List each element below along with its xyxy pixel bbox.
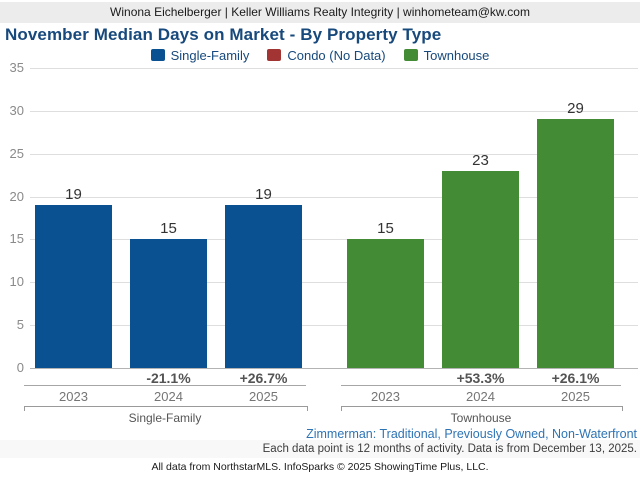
x-axis-year-label: 2024: [154, 389, 183, 404]
legend-swatch-icon: [403, 49, 418, 61]
y-gridline: [30, 197, 638, 198]
y-axis-tick-label: 5: [16, 317, 24, 332]
x-axis-year-label: 2025: [249, 389, 278, 404]
data-note-text: Each data point is 12 months of activity…: [262, 443, 637, 455]
bar-value-label: 19: [65, 186, 82, 204]
legend-item-single-family[interactable]: Single-Family: [150, 47, 250, 63]
x-axis-year-label: 2025: [561, 389, 590, 404]
pct-change-label: +26.7%: [239, 370, 288, 386]
y-axis-tick-label: 0: [16, 360, 24, 375]
bar-townhouse-2025[interactable]: [537, 119, 614, 368]
group-separator-line: [341, 385, 621, 386]
bar-single-family-2025[interactable]: [225, 205, 302, 368]
legend-swatch-icon: [150, 49, 165, 61]
x-axis-year-label: 2024: [466, 389, 495, 404]
bar-single-family-2024[interactable]: [130, 239, 207, 368]
bar-townhouse-2023[interactable]: [347, 239, 424, 368]
x-axis-year-label: 2023: [59, 389, 88, 404]
contact-header: Winona Eichelberger | Keller Williams Re…: [0, 2, 640, 23]
legend-label: Townhouse: [423, 47, 490, 63]
bar-value-label: 29: [567, 100, 584, 118]
y-gridline: [30, 154, 638, 155]
chart-title: November Median Days on Market - By Prop…: [5, 25, 442, 44]
group-bracket: [341, 406, 623, 411]
y-gridline: [30, 239, 638, 240]
bar-value-label: 23: [472, 151, 489, 169]
group-bracket: [24, 406, 308, 411]
legend: Single-Family Condo (No Data) Townhouse: [0, 46, 640, 64]
y-axis-tick-label: 20: [9, 189, 24, 204]
y-gridline: [30, 111, 638, 112]
legend-label: Single-Family: [170, 47, 250, 63]
legend-item-condo-no-data[interactable]: Condo (No Data): [267, 47, 386, 63]
x-axis-year-label: 2023: [371, 389, 400, 404]
bar-value-label: 19: [255, 186, 272, 204]
y-axis-tick-label: 25: [9, 146, 24, 161]
y-axis-tick-label: 10: [9, 274, 24, 289]
bar-townhouse-2024[interactable]: [442, 170, 519, 368]
pct-change-label: -21.1%: [146, 370, 191, 386]
attribution-text: All data from NorthstarMLS. InfoSparks ©…: [151, 461, 489, 473]
y-gridline: [30, 368, 638, 369]
legend-label: Condo (No Data): [287, 47, 386, 63]
filter-criteria-text: Zimmerman: Traditional, Previously Owned…: [306, 427, 637, 441]
bar-value-label: 15: [377, 220, 394, 238]
footer-band: [0, 440, 640, 458]
y-axis-tick-label: 35: [9, 60, 24, 75]
bar-single-family-2023[interactable]: [35, 205, 112, 368]
legend-item-townhouse[interactable]: Townhouse: [403, 47, 490, 63]
y-gridline: [30, 282, 638, 283]
pct-change-label: +53.3%: [456, 370, 505, 386]
bar-value-label: 15: [160, 220, 177, 238]
y-gridline: [30, 68, 638, 69]
pct-change-label: +26.1%: [551, 370, 600, 386]
group-label-single-family: Single-Family: [128, 411, 202, 425]
y-axis-tick-label: 30: [9, 103, 24, 118]
legend-swatch-icon: [267, 49, 282, 61]
group-label-townhouse: Townhouse: [450, 411, 512, 425]
y-axis-tick-label: 15: [9, 231, 24, 246]
y-gridline: [30, 325, 638, 326]
group-separator-line: [24, 385, 306, 386]
